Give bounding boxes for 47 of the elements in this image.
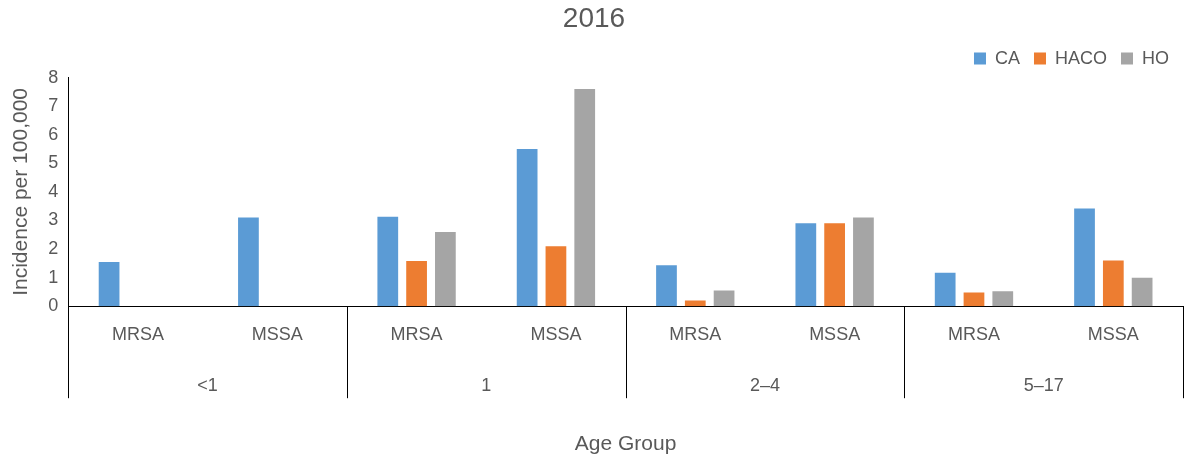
bar [1131, 277, 1153, 307]
y-tick-label: 5 [48, 152, 59, 173]
bar [98, 261, 120, 307]
legend-label: CA [994, 47, 1021, 68]
y-tick-label: 8 [48, 66, 59, 87]
bar [684, 300, 706, 307]
bar [1102, 260, 1124, 307]
legend-label: HACO [1055, 47, 1108, 68]
bar [934, 272, 956, 307]
bar [238, 217, 259, 307]
legend-label: HO [1142, 47, 1169, 68]
x-tick-label: MSSA [809, 323, 861, 344]
text: 2–4 [749, 375, 780, 396]
y-tick-label: 3 [48, 209, 59, 230]
y-tick-label: 2 [48, 238, 59, 259]
x-tick-label: MSSA [251, 323, 303, 344]
bar [992, 291, 1014, 307]
y-tick-label: 1 [48, 266, 59, 287]
y-tick-label: 4 [48, 180, 59, 201]
bar [574, 89, 596, 307]
bar [406, 261, 427, 307]
x-tick-label: MRSA [390, 323, 443, 344]
bar [824, 223, 845, 307]
x-tick-label: MRSA [111, 323, 164, 344]
bar [795, 223, 817, 307]
bar [1074, 208, 1095, 307]
y-tick-label: 7 [48, 95, 59, 116]
bar [963, 292, 985, 307]
y-tick-label: 0 [48, 295, 59, 316]
bar [713, 290, 735, 307]
bar [853, 217, 874, 307]
bar [516, 149, 538, 307]
x-tick-label: MSSA [1087, 323, 1139, 344]
x-axis-title: Age Group [574, 431, 677, 455]
x-tick-label: MRSA [947, 323, 1000, 344]
y-tick-label: 6 [48, 123, 59, 144]
bar [656, 265, 677, 307]
text: <1 [197, 375, 218, 396]
text: 5–17 [1023, 375, 1064, 396]
bar [435, 231, 456, 307]
text: 1 [481, 375, 492, 396]
y-axis-title: Incidence per 100,000 [8, 87, 32, 296]
x-tick-label: MRSA [669, 323, 722, 344]
x-tick-label: MSSA [530, 323, 582, 344]
chart-title: 2016 [562, 1, 626, 33]
bar [545, 246, 567, 307]
bar [377, 216, 399, 307]
